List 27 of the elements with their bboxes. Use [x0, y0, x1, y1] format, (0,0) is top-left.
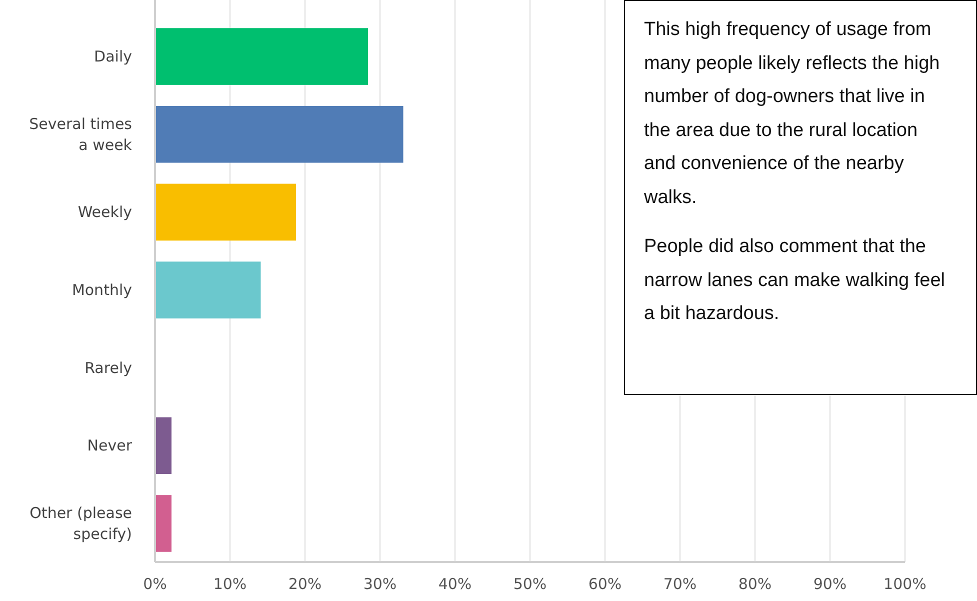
- y-tick-label: Monthly: [72, 281, 132, 299]
- bar: [155, 184, 296, 241]
- bar: [155, 262, 261, 318]
- x-tick-label: 60%: [588, 575, 622, 593]
- annotation: This high frequency of usage from many people likely reflects the high number of dog-owners that live in the area due to the rural location and convenience of the nearby walks.: [644, 18, 941, 210]
- bar: [155, 495, 172, 552]
- y-tick-label: Several times a week: [29, 114, 132, 154]
- x-tick-label: 20%: [288, 575, 322, 593]
- bar: [155, 106, 404, 163]
- y-tick-label: Rarely: [84, 358, 132, 377]
- x-tick-label: 90%: [813, 575, 847, 593]
- y-tick-label: Never: [87, 436, 133, 455]
- x-tick-label: 10%: [213, 575, 247, 593]
- x-tick-label: 70%: [663, 575, 697, 593]
- x-tick-label: 30%: [363, 575, 397, 593]
- x-tick-label: 40%: [438, 575, 472, 593]
- annotation: People did also comment that the narrow lanes can make walking feel a bit hazardous.: [644, 235, 946, 326]
- x-tick-label: 100%: [884, 575, 926, 593]
- y-tick-label: Other (please specify): [30, 504, 132, 543]
- y-tick-label: Weekly: [78, 203, 132, 222]
- x-tick-label: 80%: [738, 575, 772, 593]
- y-tick-label: Daily: [94, 48, 132, 66]
- x-tick-label: 0%: [143, 575, 167, 593]
- bar: [155, 28, 368, 85]
- text-box: This high frequency of usage from many people likely reflects the high number of dog-owners that live in the area due to the rural location and convenience of the nearby walks. People did also comment that the narrow lanes can make walking feel a bit hazardous.: [624, 0, 977, 395]
- bar: [155, 417, 172, 474]
- x-tick-label: 50%: [513, 575, 547, 593]
